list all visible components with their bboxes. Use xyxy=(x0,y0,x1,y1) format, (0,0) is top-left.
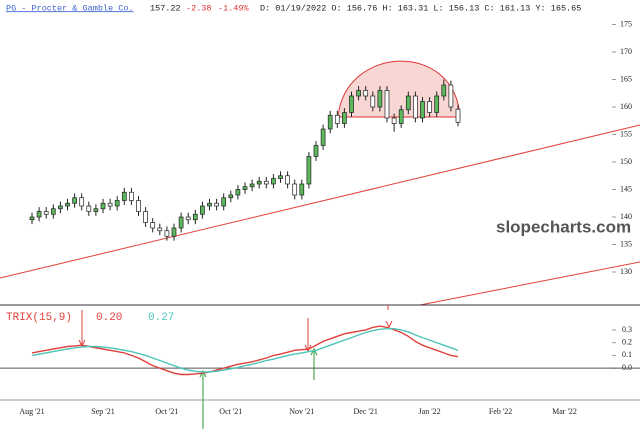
candle-body xyxy=(150,222,156,229)
candle-body xyxy=(129,191,134,201)
x-tick-label: Jan '22 xyxy=(419,407,441,416)
candle-body xyxy=(43,211,49,215)
candle-body xyxy=(143,211,148,223)
candle-body xyxy=(100,202,106,210)
candle-body xyxy=(207,202,212,207)
candle-body xyxy=(121,191,127,201)
candle-body xyxy=(313,145,319,157)
indicator-value: 0.20 xyxy=(96,312,122,324)
price-change: -2.38 xyxy=(186,3,212,13)
candle-body xyxy=(107,202,113,207)
x-tick-label: Dec '21 xyxy=(354,407,378,416)
candle-body xyxy=(427,101,432,113)
candle-body xyxy=(36,211,42,218)
x-tick-label: Aug '21 xyxy=(19,407,44,416)
x-tick-label: Oct '21 xyxy=(219,407,242,416)
candle-body xyxy=(235,189,241,196)
candle-body xyxy=(242,186,248,190)
candle-body xyxy=(370,95,376,108)
candle-body xyxy=(342,112,347,124)
x-tick-label: Sep '21 xyxy=(91,407,114,416)
candle-body xyxy=(86,205,92,212)
candle-body xyxy=(256,180,262,185)
candle-body xyxy=(178,216,184,229)
signal-arrows xyxy=(78,310,393,429)
candle-body xyxy=(278,175,283,179)
indicator-signal-value: 0.27 xyxy=(148,312,174,324)
y-tick-label: 170 xyxy=(620,47,632,56)
candle-body xyxy=(271,178,276,185)
candle-body xyxy=(157,227,163,232)
candle-body xyxy=(441,84,447,97)
quote-details: D: 01/19/2022 O: 156.76 H: 163.31 L: 156… xyxy=(260,3,581,13)
watermark: slopecharts.com xyxy=(496,217,631,236)
candle-body xyxy=(320,128,326,146)
candle-body xyxy=(72,197,77,204)
y-tick-label: 145 xyxy=(620,184,632,193)
candle-body xyxy=(93,208,99,212)
candle-body xyxy=(356,90,361,97)
candle-body xyxy=(391,117,397,124)
candle-body xyxy=(114,200,120,207)
candle-body xyxy=(185,216,191,221)
candle-body xyxy=(29,216,35,221)
candle-body xyxy=(327,114,333,130)
x-tick-label: Mar '22 xyxy=(552,407,577,416)
candle-body xyxy=(171,227,177,237)
candle-body xyxy=(413,95,418,119)
candle-body xyxy=(65,202,70,207)
y-tick-label: 0.1 xyxy=(622,350,632,359)
x-tick-label: Oct '21 xyxy=(155,407,178,416)
y-tick-label: 135 xyxy=(620,239,632,248)
candle-body xyxy=(228,194,234,199)
candle-body xyxy=(192,213,198,221)
y-tick-label: 0.3 xyxy=(622,325,632,334)
candle-body xyxy=(285,175,290,185)
ticker-title[interactable]: PG - Procter & Gamble Co. xyxy=(6,3,134,13)
candle-body xyxy=(136,200,141,212)
candle-body xyxy=(434,95,440,113)
candle-body xyxy=(221,197,227,207)
last-price: 157.22 xyxy=(150,3,181,13)
indicator-name: TRIX(15,9) xyxy=(6,312,72,324)
trend-line xyxy=(0,124,640,279)
candle-body xyxy=(384,90,390,119)
candle-body xyxy=(349,95,354,113)
candle-body xyxy=(58,205,63,210)
candle-body xyxy=(50,208,56,215)
candle-body xyxy=(363,90,369,97)
price-change-pct: -1.49% xyxy=(218,3,250,13)
candle-body xyxy=(214,202,219,207)
candle-body xyxy=(398,109,404,124)
candle-body xyxy=(306,156,312,185)
y-tick-label: 165 xyxy=(620,74,632,83)
y-tick-label: 130 xyxy=(620,267,632,276)
y-tick-label: 155 xyxy=(620,129,632,138)
candle-body xyxy=(455,108,461,123)
candle-body xyxy=(420,101,425,119)
x-tick-label: Feb '22 xyxy=(489,407,512,416)
candle-body xyxy=(405,95,411,111)
candle-body xyxy=(377,90,383,108)
candle-body xyxy=(448,84,454,108)
candle-body xyxy=(292,183,298,196)
y-tick-label: 140 xyxy=(620,212,632,221)
x-tick-label: Nov '21 xyxy=(289,407,314,416)
candle-body xyxy=(79,197,85,207)
y-tick-label: 160 xyxy=(620,102,632,111)
candle-body xyxy=(263,180,269,185)
candle-body xyxy=(334,114,340,124)
y-tick-label: 0.0 xyxy=(622,363,632,372)
candle-body xyxy=(249,183,255,188)
candle-body xyxy=(164,230,170,237)
candle-body xyxy=(299,183,305,196)
candle-body xyxy=(200,205,205,215)
y-tick-label: 0.2 xyxy=(622,337,632,346)
y-tick-label: 175 xyxy=(620,19,632,28)
trend-line xyxy=(419,261,640,306)
indicator-line xyxy=(31,325,459,376)
indicator-line xyxy=(31,328,459,373)
y-tick-label: 150 xyxy=(620,157,632,166)
